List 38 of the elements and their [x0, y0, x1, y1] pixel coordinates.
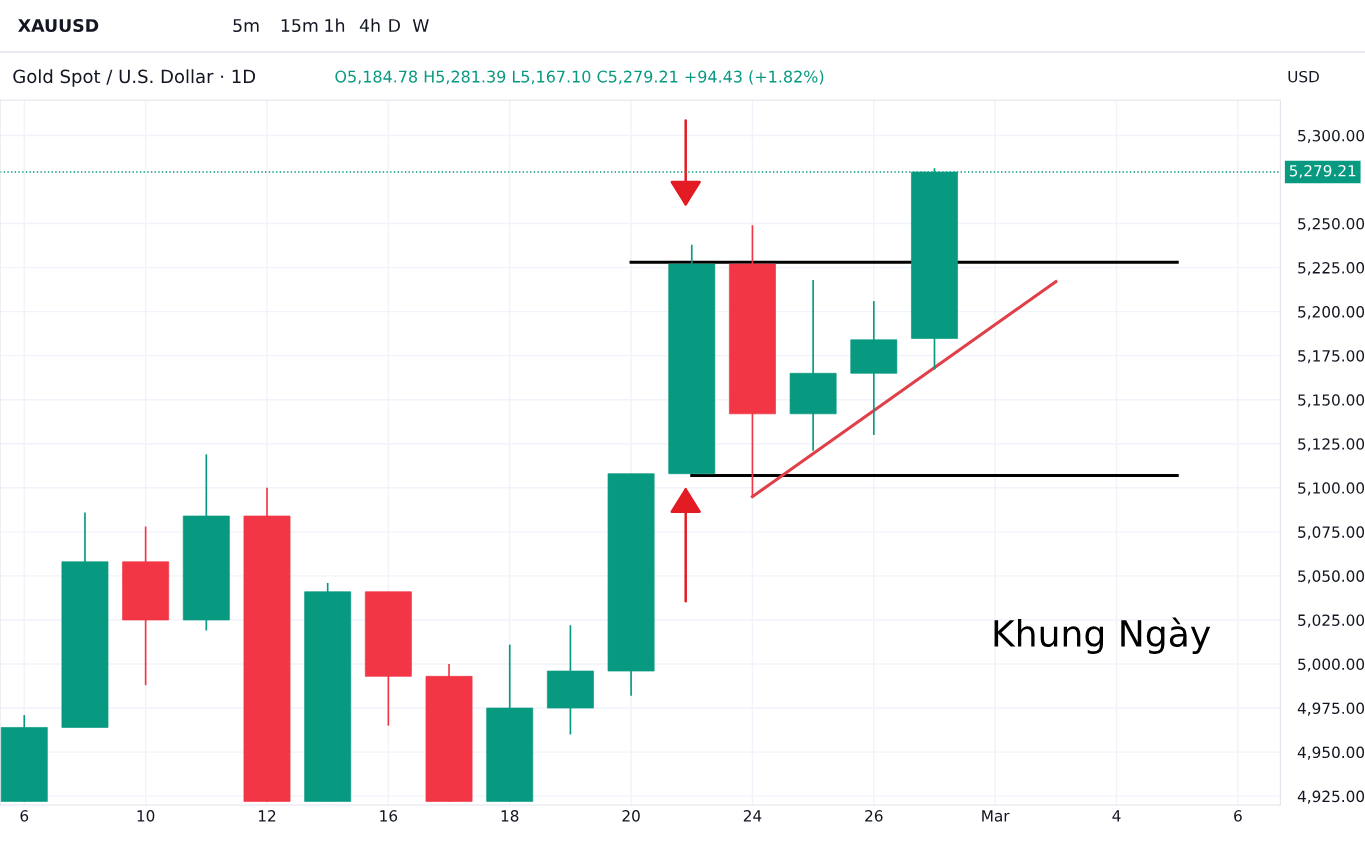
x-tick-label: Mar [982, 810, 1010, 822]
x-tick-label: 4 [1112, 810, 1121, 822]
y-tick-label: 4,925.00 [1297, 790, 1365, 804]
y-tick-label: 5,125.00 [1298, 438, 1365, 452]
x-tick-label: 20 [622, 810, 640, 822]
x-tick-label: 16 [380, 810, 398, 822]
y-tick-label: 5,000.00 [1298, 658, 1365, 672]
text: O5,184.78 H5,281.39 L5,167.10 C5,279.21 +94.43 (+1.82%) [335, 70, 824, 85]
y-tick-label: 5,250.00 [1298, 218, 1365, 232]
text: 5m [233, 19, 259, 33]
x-tick-label: 26 [865, 810, 883, 822]
y-tick-label: 5,150.00 [1298, 394, 1365, 408]
x-tick-label: 18 [501, 810, 519, 822]
y-tick-label: 4,950.00 [1297, 746, 1365, 760]
y-tick-label: 5,175.00 [1298, 350, 1365, 364]
y-tick-label: 5,225.00 [1298, 262, 1365, 276]
y-tick-label: 5,075.00 [1298, 526, 1365, 540]
y-tick-label: 5,100.00 [1298, 482, 1365, 496]
text: 4h [359, 18, 380, 32]
ref-line-label: 5,279.21 [1289, 164, 1356, 179]
x-tick-label: 6 [20, 810, 29, 822]
text: XAUUSD [18, 18, 99, 33]
y-tick-label: 5,050.00 [1298, 570, 1365, 584]
y-tick-label: 5,300.00 [1298, 129, 1365, 144]
x-tick-label: 6 [1234, 810, 1242, 822]
y-tick-label: 5,025.00 [1298, 614, 1365, 628]
text: 1h [325, 18, 345, 32]
annotation: Khung Ngày [994, 617, 1211, 655]
x-tick-label: 12 [258, 810, 276, 822]
text: 15m [281, 19, 318, 33]
x-tick-label: 24 [743, 810, 762, 822]
y-tick-label: 5,200.00 [1298, 306, 1365, 320]
text: W [412, 19, 429, 32]
text: D [389, 19, 400, 32]
x-tick-label: 10 [137, 810, 155, 822]
y-tick-label: 4,975.00 [1297, 702, 1365, 716]
chart-title: Gold Spot / U.S. Dollar · 1D [13, 69, 256, 87]
text: USD [1288, 70, 1319, 83]
